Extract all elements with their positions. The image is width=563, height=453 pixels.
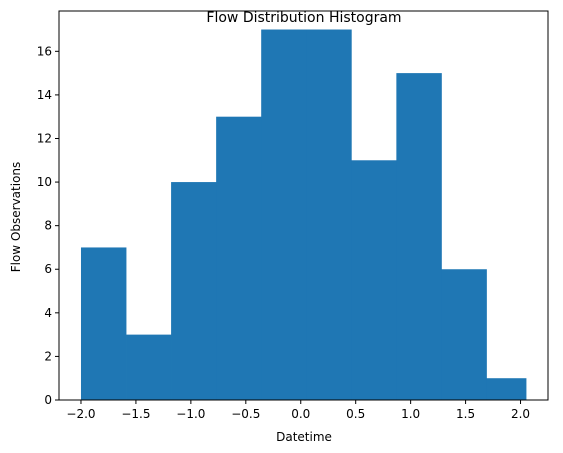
y-tick-label: 4 (44, 306, 52, 320)
x-axis-ticks: −2.0 −1.5 −1.0 −0.5 0.0 0.5 1.0 1.5 2.0 (66, 400, 530, 421)
chart-title: Flow Distribution Histogram (206, 10, 401, 26)
y-tick-label: 6 (44, 262, 52, 276)
x-tick-label: 0.5 (346, 407, 365, 421)
y-tick-label: 2 (44, 349, 52, 363)
y-axis-label: Flow Observations (9, 162, 23, 273)
histogram-bar (351, 160, 397, 400)
y-tick-label: 10 (37, 175, 52, 189)
y-axis-ticks: 0 2 4 6 8 10 12 14 16 (37, 44, 59, 407)
x-tick-label: 0.0 (291, 407, 310, 421)
x-tick-label: −0.5 (231, 407, 260, 421)
x-axis-label: Datetime (276, 430, 332, 444)
x-tick-label: −1.5 (121, 407, 150, 421)
x-tick-label: −2.0 (66, 407, 95, 421)
y-tick-label: 12 (37, 131, 52, 145)
histogram-bar (80, 247, 127, 400)
y-tick-label: 16 (37, 44, 52, 58)
x-tick-label: −1.0 (176, 407, 205, 421)
x-tick-label: 2.0 (511, 407, 530, 421)
x-tick-label: 1.0 (401, 407, 420, 421)
histogram-bar (441, 269, 487, 400)
plot-frame (58, 10, 549, 401)
y-tick-label: 0 (44, 393, 52, 407)
y-tick-label: 14 (37, 88, 52, 102)
histogram-bar (306, 29, 352, 401)
histogram-bar (126, 334, 172, 400)
histogram-bar (261, 29, 307, 401)
histogram-bar (396, 73, 442, 401)
x-tick-label: 1.5 (456, 407, 475, 421)
histogram-bar (486, 378, 527, 400)
histogram-bar (171, 182, 217, 400)
histogram-bar (216, 116, 262, 400)
y-tick-label: 8 (44, 219, 52, 233)
bars-group (80, 29, 527, 401)
